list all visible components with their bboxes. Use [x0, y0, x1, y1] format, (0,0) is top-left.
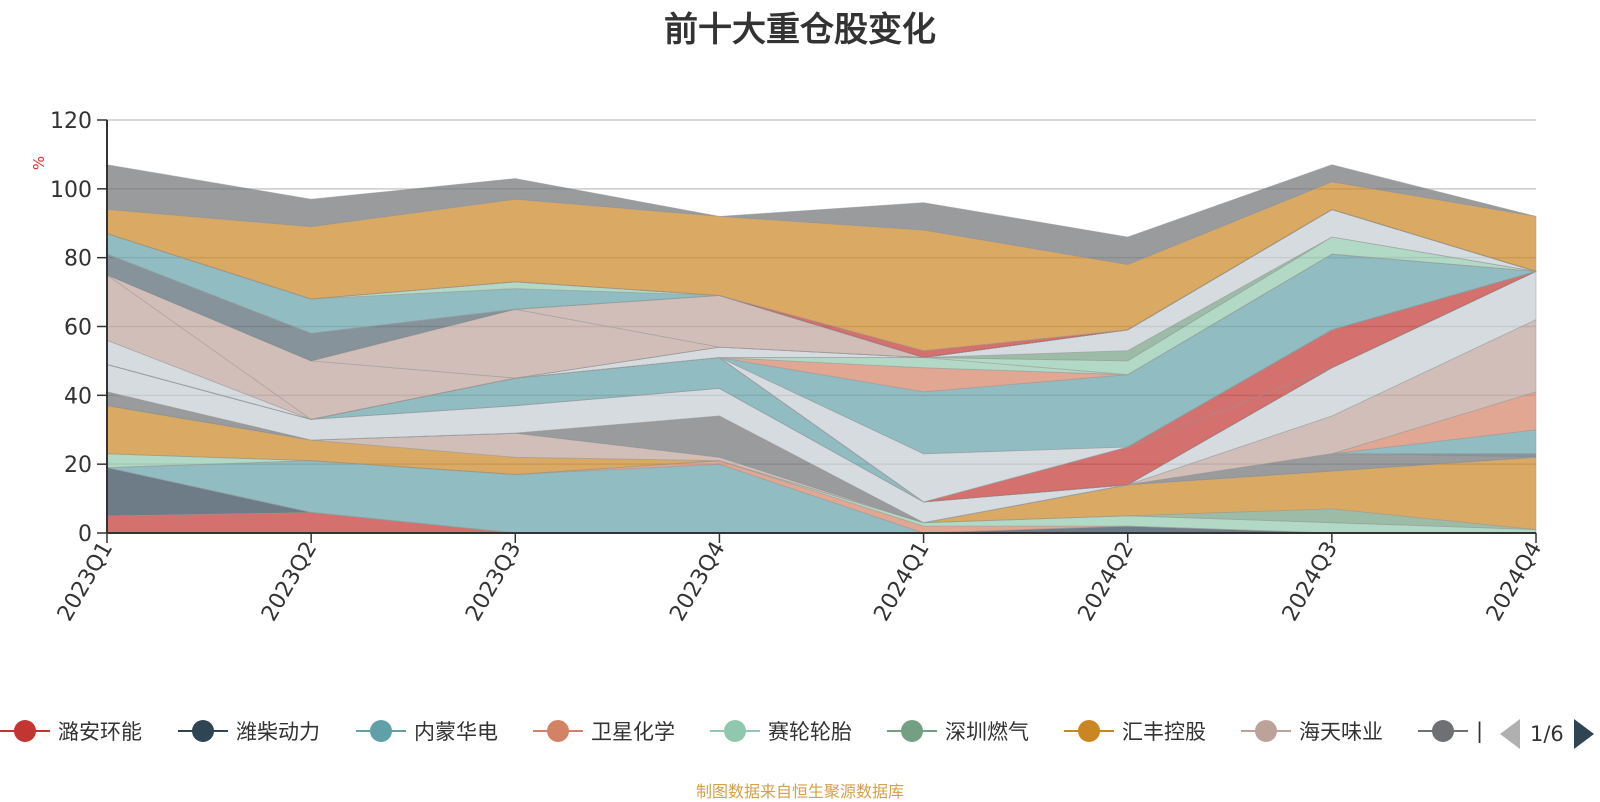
- legend-marker-icon: [887, 715, 937, 747]
- x-tick-label: 2024Q2: [1074, 538, 1139, 626]
- legend-item[interactable]: 潞安环能: [0, 715, 142, 747]
- legend-page-indicator: 1/6: [1530, 722, 1564, 746]
- legend-label: 潞安环能: [58, 720, 142, 744]
- legend-marker-icon: [0, 715, 50, 747]
- y-tick-label: 100: [50, 178, 92, 203]
- legend-label: 深圳燃气: [945, 720, 1029, 744]
- legend-item[interactable]: 赛轮轮胎: [710, 715, 852, 747]
- area-series: [106, 164, 1537, 534]
- x-tick-label: 2023Q2: [257, 538, 322, 626]
- legend-label: 卫星化学: [591, 720, 675, 744]
- y-axis-unit-label: %: [30, 156, 48, 170]
- legend-item[interactable]: |: [1418, 715, 1483, 747]
- y-tick-label: 120: [50, 109, 92, 134]
- stacked-area-chart: 0 20 40 60 80 100 120 2023Q1 2023Q2 2023Q3 2023Q4 2…: [30, 109, 1547, 626]
- legend-marker-icon: [356, 715, 406, 747]
- legend-item[interactable]: 深圳燃气: [887, 715, 1029, 747]
- legend-label: 内蒙华电: [414, 720, 498, 744]
- legend-item[interactable]: 潍柴动力: [178, 715, 320, 747]
- legend-item[interactable]: 海天味业: [1241, 715, 1383, 747]
- legend-marker-icon: [710, 715, 760, 747]
- legend-pager: 1/6: [1500, 718, 1594, 750]
- x-tick-label: 2023Q3: [461, 538, 526, 626]
- legend-item[interactable]: 卫星化学: [533, 715, 675, 747]
- legend-label: |: [1476, 719, 1484, 743]
- data-source-note: 制图数据来自恒生聚源数据库: [695, 782, 904, 801]
- legend: 潞安环能 潍柴动力 内蒙华电 卫星化学 赛轮轮胎 深圳燃气 汇丰控股 海天味业 |: [0, 715, 1600, 755]
- legend-next-page-button[interactable]: [1573, 719, 1594, 749]
- legend-item[interactable]: 内蒙华电: [356, 715, 498, 747]
- legend-marker-icon: [178, 715, 228, 747]
- x-tick-label: 2023Q1: [53, 538, 118, 626]
- x-tick-label: 2024Q1: [869, 538, 934, 626]
- y-tick-label: 0: [78, 522, 92, 547]
- x-tick-label: 2023Q4: [665, 538, 730, 626]
- legend-label: 赛轮轮胎: [768, 720, 852, 744]
- legend-prev-page-button[interactable]: [1500, 719, 1520, 749]
- x-tick-label: 2024Q4: [1482, 538, 1547, 626]
- x-tick-label: 2024Q3: [1278, 538, 1343, 626]
- legend-label: 海天味业: [1299, 720, 1383, 744]
- legend-marker-icon: [533, 715, 583, 747]
- legend-marker-icon: [1064, 715, 1114, 747]
- y-tick-label: 20: [64, 453, 92, 478]
- legend-item[interactable]: 汇丰控股: [1064, 715, 1206, 747]
- legend-marker-icon: [1241, 715, 1291, 747]
- chart-title: 前十大重仓股变化: [664, 10, 936, 50]
- y-tick-label: 80: [64, 247, 92, 272]
- legend-label: 汇丰控股: [1122, 720, 1206, 744]
- y-tick-label: 40: [64, 384, 92, 409]
- legend-marker-icon: [1418, 715, 1468, 747]
- legend-label: 潍柴动力: [236, 720, 320, 744]
- area-series-上汽集团[interactable]: [106, 164, 1537, 266]
- y-tick-label: 60: [64, 316, 92, 341]
